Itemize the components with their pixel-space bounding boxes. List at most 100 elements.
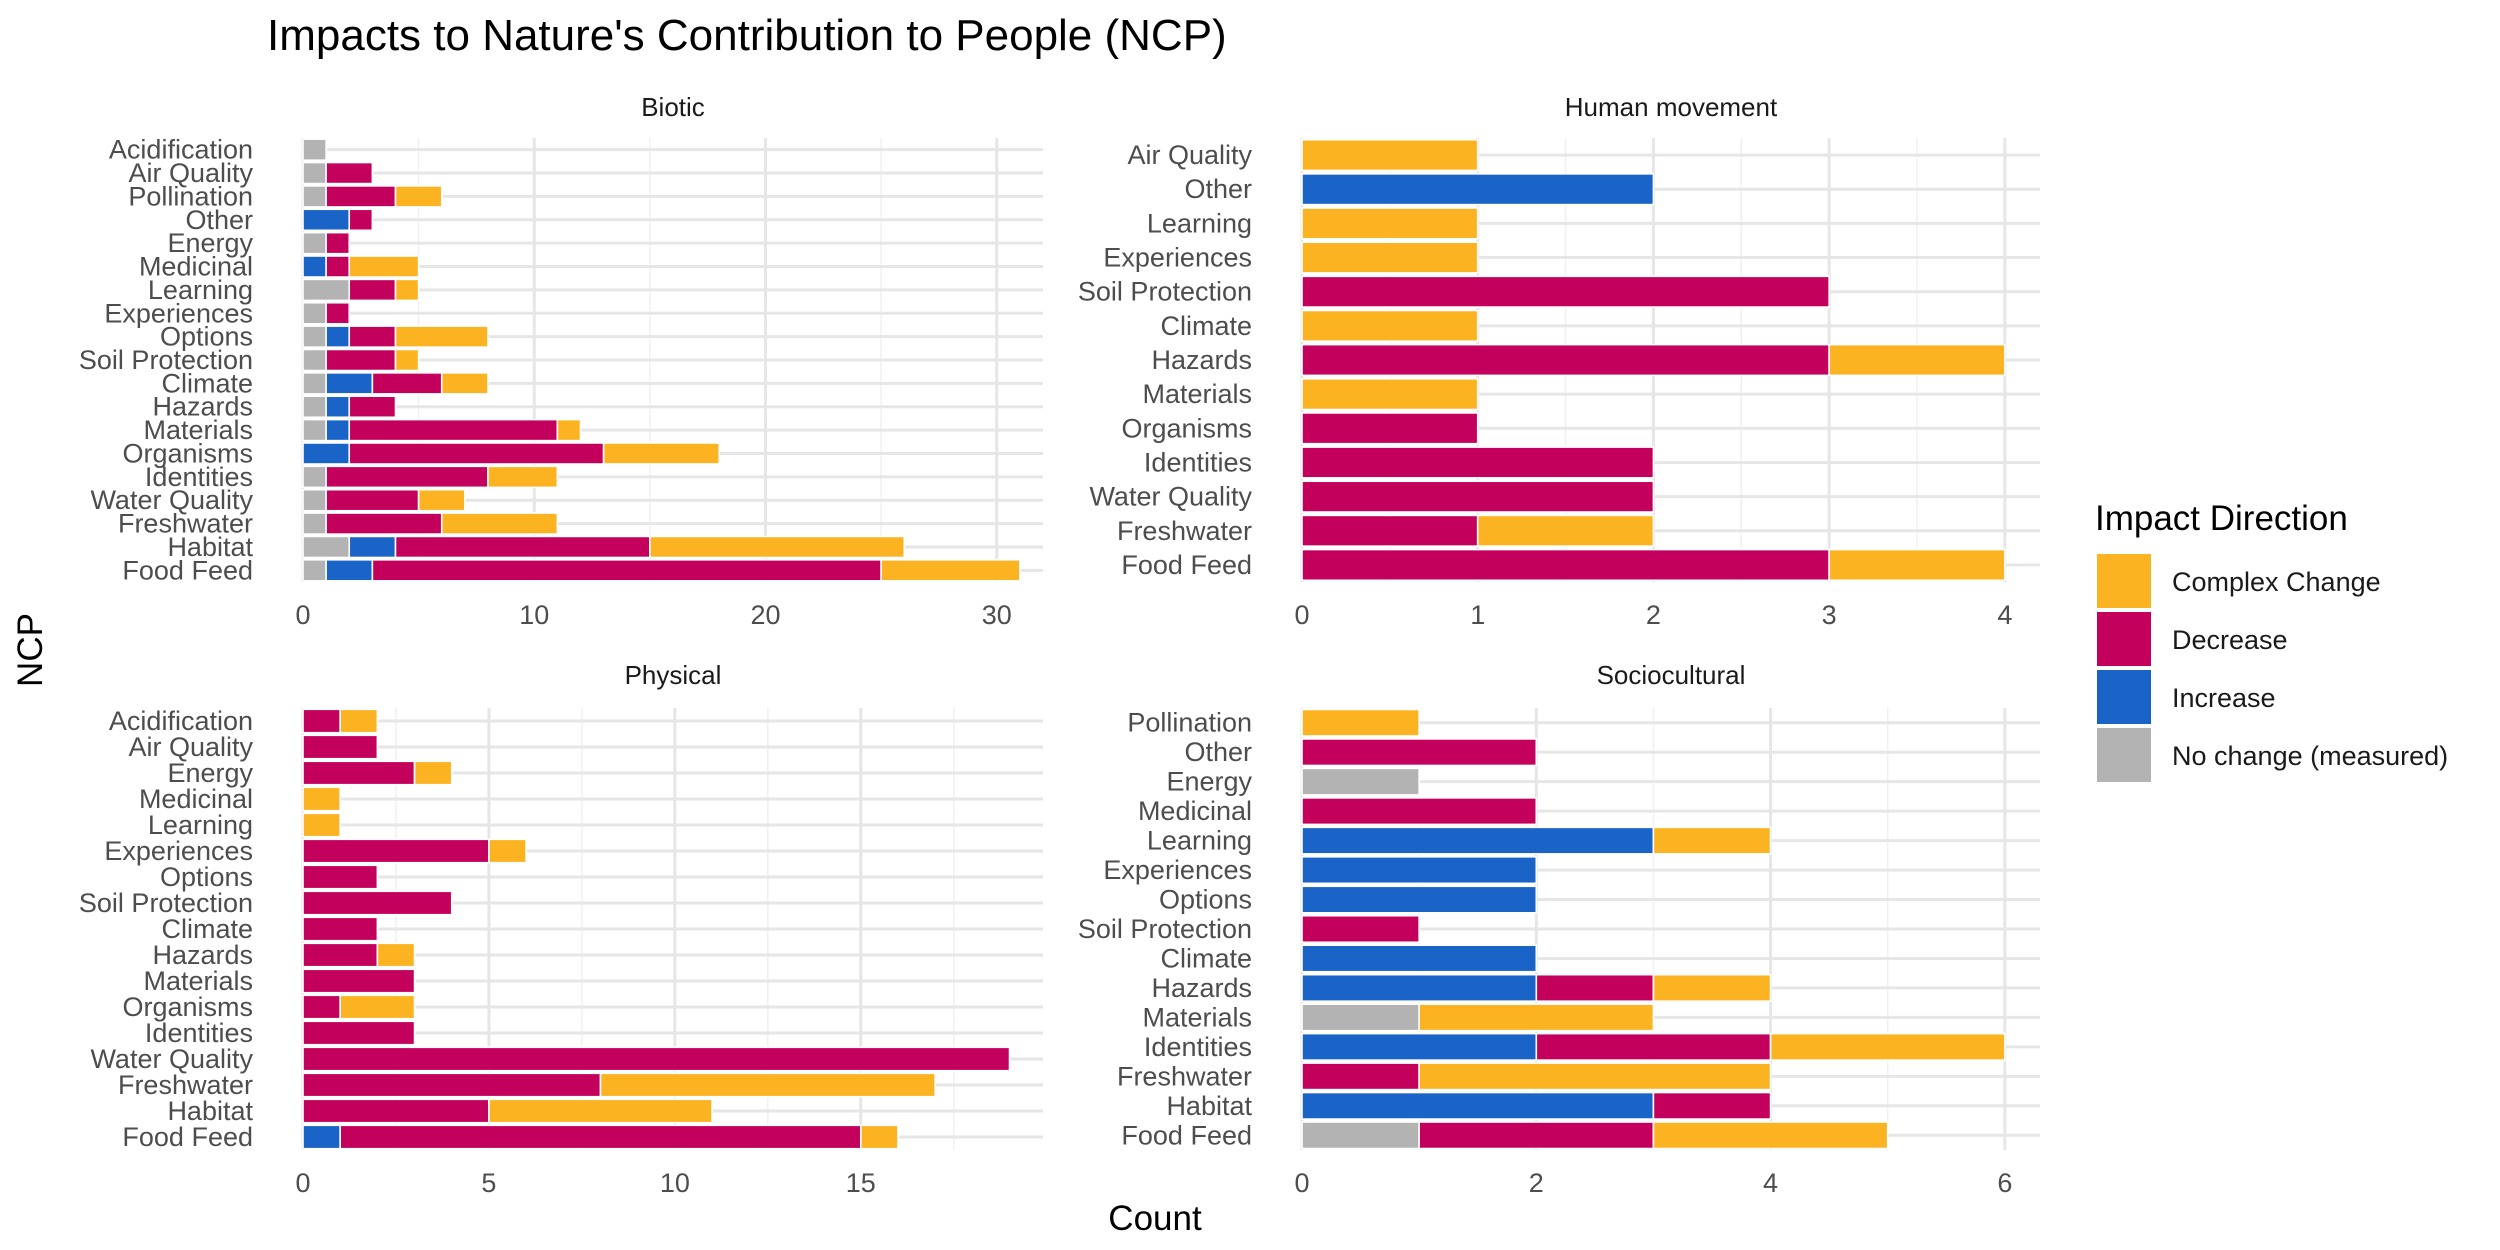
bar-biotic-climate-no-change-measured <box>302 372 327 395</box>
bar-human-movement-climate-complex-change <box>1301 309 1479 343</box>
bar-biotic-medicinal-decrease <box>325 255 351 278</box>
bar-sociocultural-materials-no-change-measured <box>1301 1003 1420 1032</box>
bar-biotic-air-quality-no-change-measured <box>302 161 327 185</box>
bar-biotic-learning-no-change-measured <box>302 278 351 302</box>
category-label: Materials <box>1142 1002 1252 1032</box>
category-label: Experiences <box>104 836 253 866</box>
bar-physical-learning-complex-change <box>302 812 341 838</box>
category-label: Hazards <box>152 392 253 422</box>
bar-physical-soil-protection-decrease <box>302 890 453 916</box>
bar-physical-energy-decrease <box>302 760 416 786</box>
bar-human-movement-freshwater-complex-change <box>1476 514 1655 547</box>
bar-physical-options-decrease <box>302 864 379 890</box>
bar-biotic-materials-increase <box>325 418 351 442</box>
bar-human-movement-identities-decrease <box>1301 446 1655 479</box>
bar-sociocultural-learning-increase <box>1301 826 1655 855</box>
bar-biotic-energy-no-change-measured <box>302 231 327 255</box>
bar-sociocultural-energy-no-change-measured <box>1301 767 1420 796</box>
bar-biotic-climate-complex-change <box>440 372 489 395</box>
category-label: Learning <box>1147 208 1252 238</box>
bar-biotic-food-feed-increase <box>325 558 374 582</box>
bar-sociocultural-hazards-complex-change <box>1652 973 1772 1002</box>
bar-biotic-habitat-complex-change <box>649 535 906 559</box>
bar-physical-freshwater-decrease <box>302 1072 602 1098</box>
bar-biotic-habitat-increase <box>348 535 397 559</box>
bar-physical-water-quality-decrease <box>302 1046 1011 1072</box>
bar-biotic-freshwater-complex-change <box>440 512 559 535</box>
x-tick-label: 0 <box>1294 600 1309 630</box>
bar-biotic-food-feed-decrease <box>371 558 882 582</box>
category-label: Habitat <box>167 532 253 562</box>
bar-human-movement-food-feed-complex-change <box>1828 548 2006 582</box>
category-label: Learning <box>148 810 253 840</box>
bar-sociocultural-hazards-increase <box>1301 973 1538 1002</box>
bar-biotic-water-quality-decrease <box>325 488 420 512</box>
bar-sociocultural-pollination-complex-change <box>1301 708 1420 737</box>
bar-biotic-organisms-increase <box>302 442 351 465</box>
bar-biotic-options-increase <box>325 325 351 348</box>
bar-biotic-food-feed-complex-change <box>880 558 1021 582</box>
bar-biotic-soil-protection-no-change-measured <box>302 348 327 372</box>
category-label: Habitat <box>167 1096 253 1126</box>
bar-sociocultural-food-feed-decrease <box>1418 1121 1655 1150</box>
category-label: Medicinal <box>139 784 253 814</box>
bar-biotic-identities-complex-change <box>487 465 559 489</box>
bar-physical-air-quality-decrease <box>302 734 379 760</box>
category-label: Water Quality <box>90 1044 253 1074</box>
bar-human-movement-hazards-decrease <box>1301 343 1830 377</box>
category-label: Air Quality <box>128 732 253 762</box>
panel-title-physical: Physical <box>625 660 722 690</box>
category-label: Energy <box>1166 767 1252 797</box>
category-label: Water Quality <box>1089 482 1252 512</box>
x-tick-label: 20 <box>750 600 780 630</box>
bar-sociocultural-medicinal-decrease <box>1301 797 1538 826</box>
bar-sociocultural-identities-decrease <box>1535 1032 1772 1061</box>
legend-label-no-change-measured: No change (measured) <box>2172 741 2448 771</box>
legend-key-complex-change <box>2097 554 2151 608</box>
bar-physical-acidification-decrease <box>302 708 341 734</box>
legend-label-complex-change: Complex Change <box>2172 567 2381 597</box>
x-tick-label: 10 <box>660 1168 690 1198</box>
bar-sociocultural-other-decrease <box>1301 738 1538 767</box>
bar-biotic-organisms-complex-change <box>602 442 721 465</box>
bar-biotic-food-feed-no-change-measured <box>302 558 327 582</box>
bar-biotic-options-no-change-measured <box>302 325 327 348</box>
category-label: Organisms <box>122 992 253 1022</box>
x-tick-label: 2 <box>1646 600 1661 630</box>
category-label: Food Feed <box>122 1122 253 1152</box>
bar-sociocultural-habitat-decrease <box>1652 1091 1772 1120</box>
bar-physical-organisms-decrease <box>302 994 341 1020</box>
x-tick-label: 15 <box>846 1168 876 1198</box>
bar-biotic-energy-decrease <box>325 231 351 255</box>
bar-human-movement-other-increase <box>1301 173 1655 206</box>
bar-human-movement-materials-complex-change <box>1301 377 1479 411</box>
bar-biotic-hazards-no-change-measured <box>302 395 327 419</box>
category-label: Identities <box>1144 447 1252 477</box>
bar-physical-materials-decrease <box>302 968 416 994</box>
bar-biotic-climate-increase <box>325 372 374 395</box>
panel-title-biotic: Biotic <box>641 92 705 122</box>
bar-sociocultural-habitat-increase <box>1301 1091 1655 1120</box>
category-label: Freshwater <box>1117 516 1252 546</box>
bar-biotic-experiences-decrease <box>325 301 351 325</box>
category-label: Identities <box>145 1018 253 1048</box>
bar-sociocultural-freshwater-complex-change <box>1418 1062 1772 1091</box>
bar-biotic-hazards-increase <box>325 395 351 419</box>
chart-title: Impacts to Nature's Contribution to Peop… <box>267 11 1227 60</box>
x-tick-label: 4 <box>1763 1168 1778 1198</box>
category-label: Other <box>1184 737 1252 767</box>
bar-sociocultural-learning-complex-change <box>1652 826 1772 855</box>
bar-physical-habitat-complex-change <box>488 1098 713 1124</box>
legend-key-increase <box>2097 670 2151 724</box>
bar-sociocultural-food-feed-no-change-measured <box>1301 1121 1420 1150</box>
category-label: Energy <box>167 758 253 788</box>
legend: Impact Direction Complex Change Decrease I… <box>2095 499 2448 782</box>
category-label: Freshwater <box>118 509 253 539</box>
bar-biotic-other-decrease <box>348 208 374 232</box>
category-label: Air Quality <box>1127 140 1252 170</box>
bar-human-movement-water-quality-decrease <box>1301 480 1655 513</box>
bar-biotic-freshwater-no-change-measured <box>302 512 327 535</box>
bar-sociocultural-climate-increase <box>1301 944 1538 973</box>
